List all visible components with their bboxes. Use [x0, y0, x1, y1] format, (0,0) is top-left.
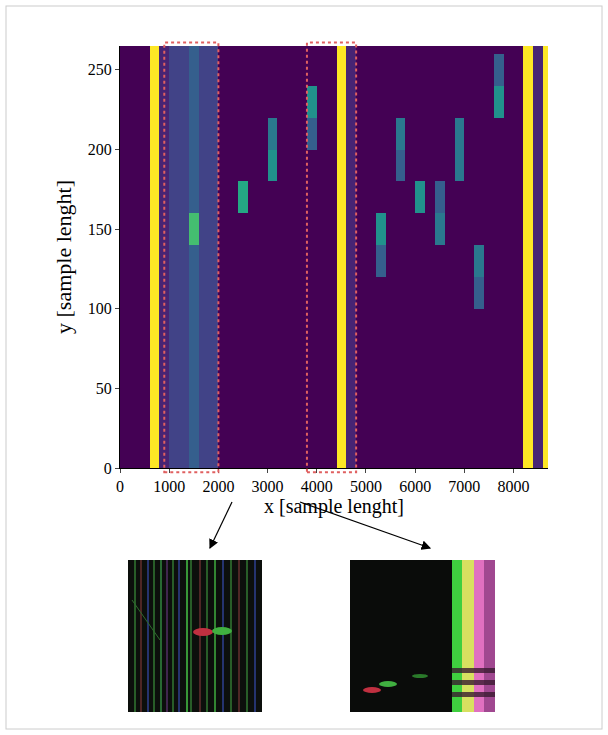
svg-text:100: 100	[88, 300, 112, 317]
svg-text:8000: 8000	[498, 478, 530, 495]
svg-text:200: 200	[88, 141, 112, 158]
svg-text:6000: 6000	[399, 478, 431, 495]
svg-text:5000: 5000	[350, 478, 382, 495]
svg-text:50: 50	[96, 380, 112, 397]
svg-text:7000: 7000	[448, 478, 480, 495]
svg-text:0: 0	[116, 478, 124, 495]
svg-text:1000: 1000	[153, 478, 185, 495]
svg-text:250: 250	[88, 61, 112, 78]
svg-text:4000: 4000	[301, 478, 333, 495]
svg-text:2000: 2000	[202, 478, 234, 495]
svg-text:y [sample lenght]: y [sample lenght]	[51, 180, 76, 334]
svg-text:3000: 3000	[252, 478, 284, 495]
svg-text:0: 0	[104, 460, 112, 477]
svg-text:x [sample lenght]: x [sample lenght]	[264, 495, 404, 518]
svg-text:150: 150	[88, 221, 112, 238]
